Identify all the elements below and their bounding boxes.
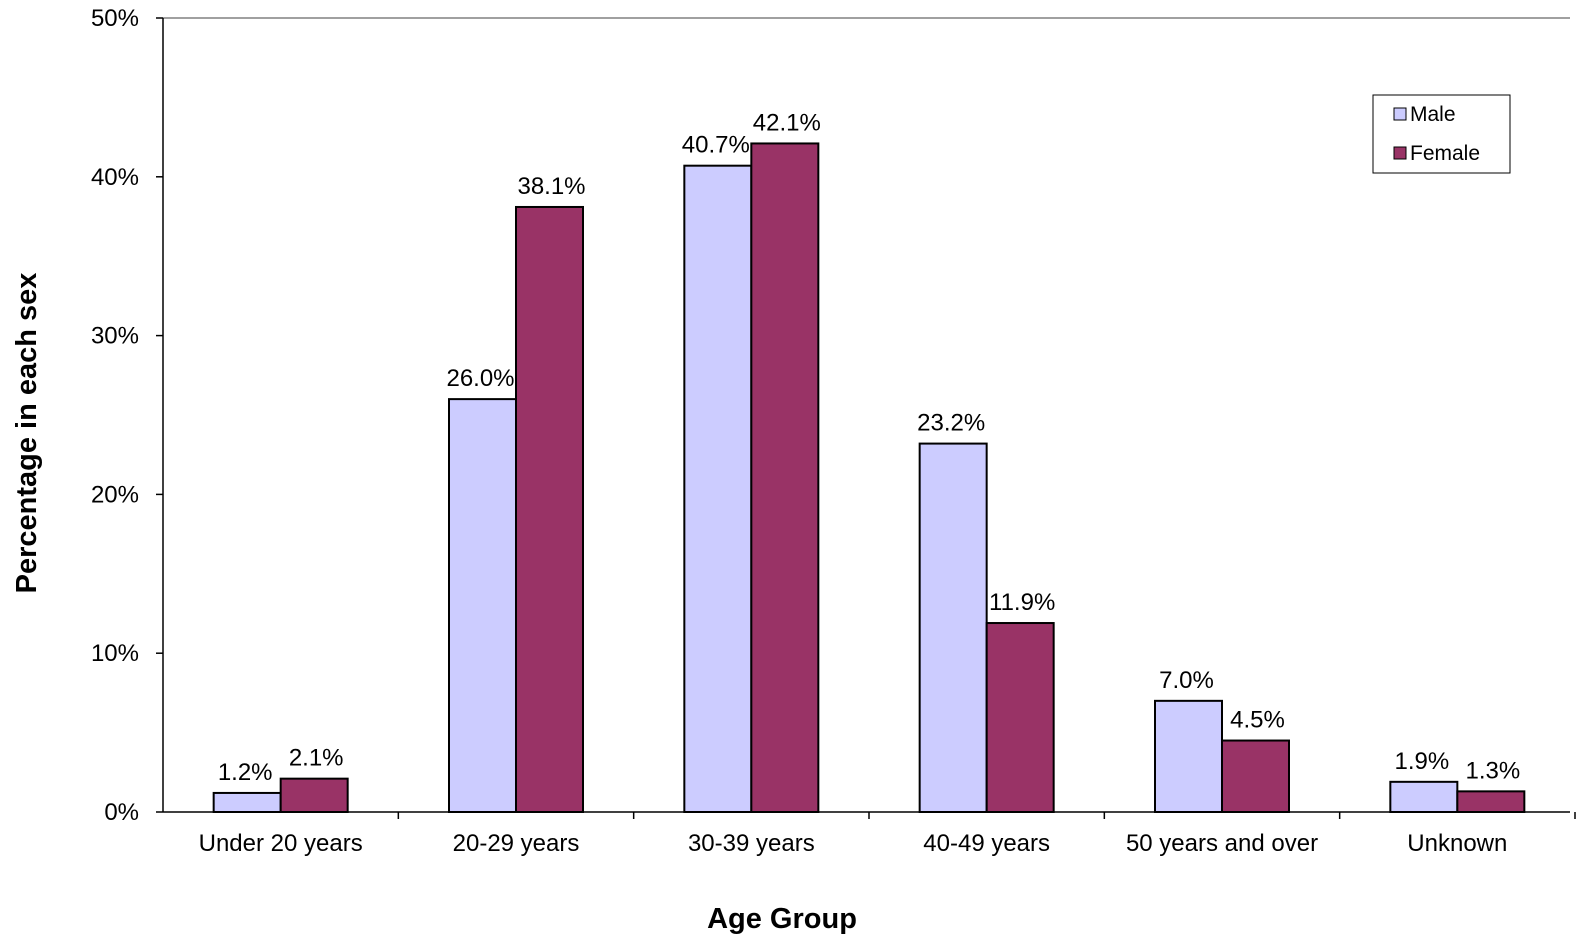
y-axis: 0% 10% 20% 30% 40% 50% <box>91 5 163 826</box>
x-tick-label: 40-49 years <box>923 830 1050 857</box>
bar-female <box>1221 739 1290 813</box>
bar-female <box>750 142 820 813</box>
data-label-male: 1.2% <box>218 759 273 786</box>
data-label-female: 42.1% <box>753 109 821 136</box>
y-tick-label: 40% <box>91 164 139 191</box>
x-tick-label: Unknown <box>1407 830 1507 857</box>
bars-group <box>212 142 1526 814</box>
data-label-male: 1.9% <box>1394 748 1449 775</box>
data-label-female: 11.9% <box>989 589 1055 616</box>
data-label-male: 7.0% <box>1159 667 1214 694</box>
data-label-female: 2.1% <box>289 745 344 772</box>
x-tick-label: Under 20 years <box>199 830 363 857</box>
bar-female <box>279 777 349 813</box>
bar-female <box>985 622 1055 814</box>
data-labels-group: 1.2% 2.1% 26.0% 38.1% 40.7%42.1% 23.2% 11.9% 7.… <box>218 109 1520 785</box>
bar-male <box>683 164 753 813</box>
y-tick-label: 20% <box>91 481 139 508</box>
bar-male <box>918 442 988 813</box>
data-label-male: 26.0% <box>446 365 514 392</box>
y-tick-label: 50% <box>91 5 139 32</box>
x-axis: Under 20 years 20-29 years 30-39 years 40-4… <box>199 812 1576 857</box>
data-label-male: 23.2% <box>917 410 985 437</box>
plot-area <box>162 17 1570 813</box>
x-axis-title: Age Group <box>707 903 857 935</box>
data-label-male: 40.7% <box>682 132 750 159</box>
y-tick-label: 10% <box>91 640 139 667</box>
x-tick-label: 50 years and over <box>1126 830 1318 857</box>
y-axis-title: Percentage in each sex <box>11 273 43 594</box>
x-tick-label: 30-39 years <box>688 830 815 857</box>
legend-label-female: Female <box>1410 142 1480 165</box>
legend-swatch-female <box>1393 146 1407 160</box>
y-tick-label: 0% <box>104 799 139 826</box>
data-label-female: 1.3% <box>1465 757 1520 784</box>
x-tick-label: 20-29 years <box>453 830 580 857</box>
bar-male <box>448 398 517 813</box>
y-tick-label: 30% <box>91 323 139 350</box>
data-label-female: 38.1% <box>517 173 585 200</box>
bar-female <box>515 205 584 814</box>
legend-swatch-male <box>1393 107 1407 121</box>
bar-male <box>1389 780 1459 814</box>
legend-label-male: Male <box>1410 103 1456 126</box>
bar-male <box>212 791 282 813</box>
legend: Male Female <box>1372 94 1511 174</box>
data-label-female: 4.5% <box>1230 707 1285 734</box>
bar-male <box>1154 699 1223 814</box>
bar-female <box>1456 790 1526 814</box>
